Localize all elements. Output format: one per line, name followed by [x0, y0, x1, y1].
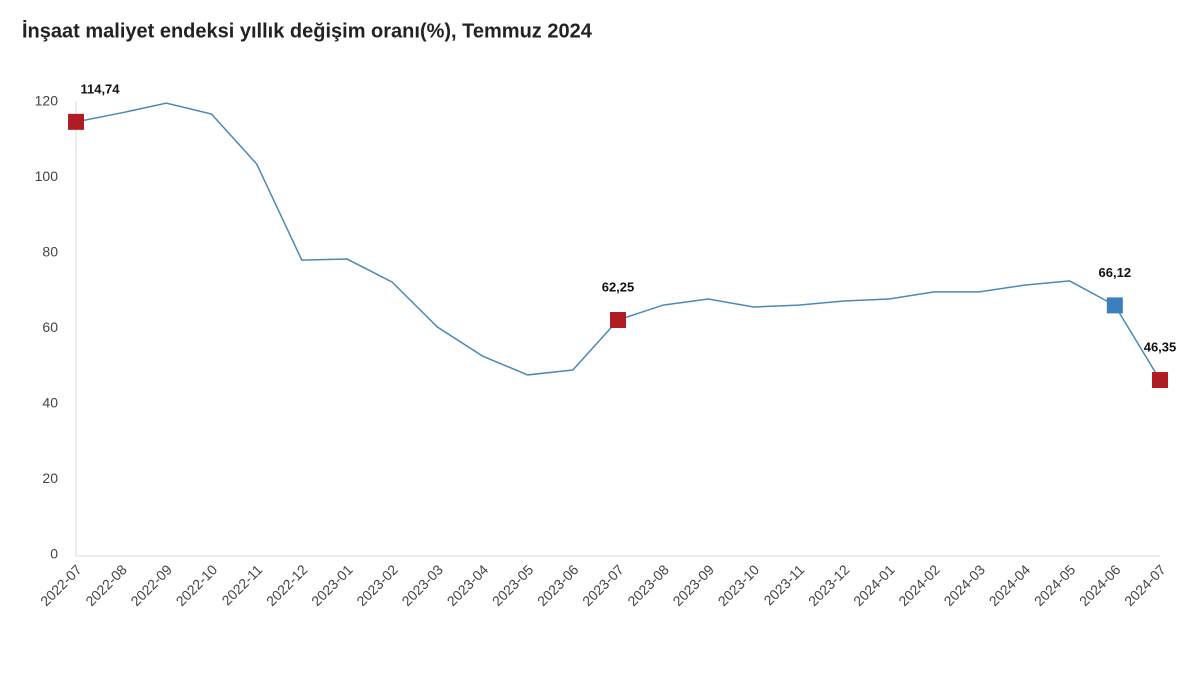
point-marker: [1152, 372, 1168, 389]
data-label: 62,25: [602, 279, 635, 294]
x-tick-label: 2024-01: [850, 561, 898, 609]
x-tick-label: 2024-04: [986, 561, 1034, 609]
point-marker: [610, 312, 626, 329]
x-tick-label: 2023-07: [579, 561, 627, 609]
x-tick-label: 2023-02: [353, 561, 401, 609]
y-tick-label: 120: [35, 93, 59, 109]
chart-title: İnşaat maliyet endeksi yıllık değişim or…: [22, 19, 593, 42]
x-tick-label: 2023-03: [398, 561, 446, 609]
data-label: 46,35: [1144, 339, 1177, 354]
y-tick-label: 80: [42, 244, 58, 260]
x-tick-label: 2023-12: [805, 561, 853, 609]
x-tick-label: 2024-07: [1121, 561, 1169, 609]
x-tick-label: 2022-08: [82, 561, 130, 609]
x-tick-label: 2023-04: [444, 561, 492, 609]
x-tick-label: 2022-12: [263, 561, 311, 609]
x-tick-label: 2023-01: [308, 561, 356, 609]
y-tick-label: 20: [42, 470, 58, 486]
x-tick-label: 2022-07: [37, 561, 85, 609]
x-tick-label: 2024-05: [1031, 561, 1079, 609]
x-tick-label: 2022-10: [173, 561, 221, 609]
x-tick-label: 2023-11: [760, 561, 807, 608]
x-tick-label: 2024-06: [1076, 561, 1124, 609]
x-tick-label: 2024-02: [895, 561, 943, 609]
x-tick-label: 2023-09: [669, 561, 717, 609]
y-tick-label: 0: [50, 546, 58, 562]
point-marker: [68, 113, 84, 130]
x-tick-label: 2023-06: [534, 561, 582, 609]
data-label: 114,74: [80, 81, 120, 96]
y-tick-label: 100: [35, 168, 59, 184]
x-tick-label: 2023-08: [624, 561, 672, 609]
x-tick-label: 2023-05: [489, 561, 537, 609]
x-tick-label: 2022-09: [127, 561, 175, 609]
x-tick-label: 2023-10: [715, 561, 763, 609]
point-marker: [1106, 297, 1123, 314]
data-line: [75, 102, 1161, 381]
y-tick-label: 40: [42, 395, 58, 411]
data-label: 66,12: [1099, 265, 1132, 280]
y-tick-label: 60: [42, 319, 58, 335]
x-tick-label: 2024-03: [940, 561, 988, 609]
x-tick-label: 2022-11: [218, 561, 265, 608]
